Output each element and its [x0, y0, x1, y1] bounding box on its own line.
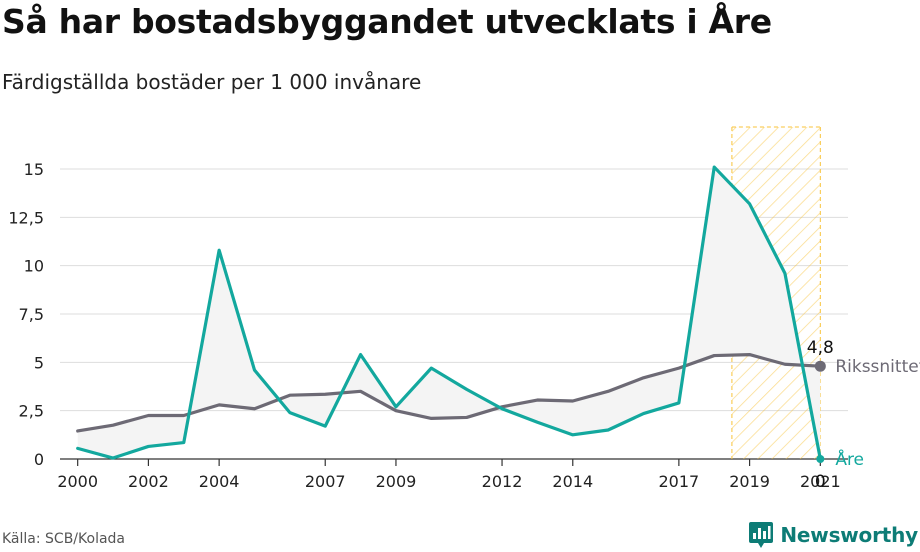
end-value-are: 0 — [815, 472, 826, 492]
source-note: Källa: SCB/Kolada — [2, 531, 126, 547]
brand-logo: Newsworthy — [748, 520, 918, 550]
y-tick-label: 7,5 — [19, 305, 44, 324]
x-tick-label: 2012 — [482, 472, 523, 491]
newsworthy-logo-icon — [749, 522, 774, 548]
series-label-rikssnittet: Rikssnittet — [835, 357, 920, 377]
series-line-rikssnittet — [76, 353, 822, 433]
x-tick-label: 2021 — [800, 472, 841, 491]
chart-title: Så har bostadsbyggandet utvecklats i Åre — [2, 2, 772, 41]
series-lines — [76, 165, 822, 461]
series-line-are — [76, 165, 822, 461]
y-tick-label: 5 — [34, 353, 44, 372]
series-label-are: Åre — [835, 448, 864, 470]
chart-subtitle: Färdigställda bostäder per 1 000 invånar… — [2, 70, 422, 94]
x-tick-label: 2004 — [199, 472, 240, 491]
end-value-rikssnittet: 4,8 — [807, 338, 834, 358]
end-point-are — [816, 455, 825, 463]
x-tick-label: 2014 — [552, 472, 593, 491]
brand-name: Newsworthy — [780, 523, 918, 547]
x-axis: 2000 2002 2004 2007 2009 2012 2014 2017 2019 2021 — [57, 459, 841, 491]
end-point-rikssnittet — [814, 360, 826, 372]
x-tick-label: 2019 — [729, 472, 770, 491]
difference-area — [77, 167, 821, 460]
y-tick-label: 10 — [24, 257, 44, 276]
y-axis: 0 2,5 5 7,5 10 12,5 15 — [8, 160, 44, 469]
x-tick-label: 2002 — [128, 472, 169, 491]
y-tick-label: 0 — [34, 450, 44, 469]
x-tick-label: 2007 — [305, 472, 346, 491]
x-tick-label: 2017 — [659, 472, 700, 491]
x-tick-label: 2000 — [57, 472, 98, 491]
line-chart: 0 2,5 5 7,5 10 12,5 15 2000 2002 2004 2007 2009 201… — [8, 126, 920, 492]
y-tick-label: 15 — [24, 160, 44, 179]
difference-fill — [77, 167, 821, 460]
x-tick-label: 2009 — [376, 472, 417, 491]
y-tick-label: 2,5 — [19, 402, 44, 421]
y-tick-label: 12,5 — [8, 208, 44, 227]
